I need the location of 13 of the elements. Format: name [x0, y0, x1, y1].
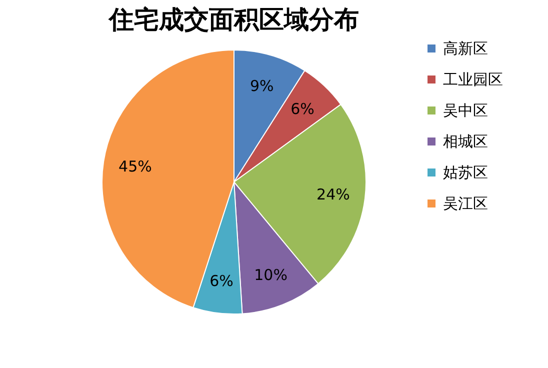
data-label: 9%	[250, 76, 274, 95]
legend-label: 工业园区	[443, 70, 503, 88]
legend-label: 相城区	[443, 132, 488, 150]
legend-label: 姑苏区	[443, 164, 488, 182]
data-label: 24%	[316, 186, 350, 204]
legend-label: 高新区	[443, 40, 488, 58]
legend-label: 吴江区	[443, 194, 488, 212]
data-label: 6%	[210, 272, 234, 290]
legend-label: 吴中区	[443, 102, 488, 120]
data-label: 10%	[254, 266, 288, 284]
data-label: 45%	[118, 157, 152, 176]
data-label: 6%	[290, 100, 314, 118]
chart-title: 住宅成交面积区域分布	[108, 5, 359, 34]
